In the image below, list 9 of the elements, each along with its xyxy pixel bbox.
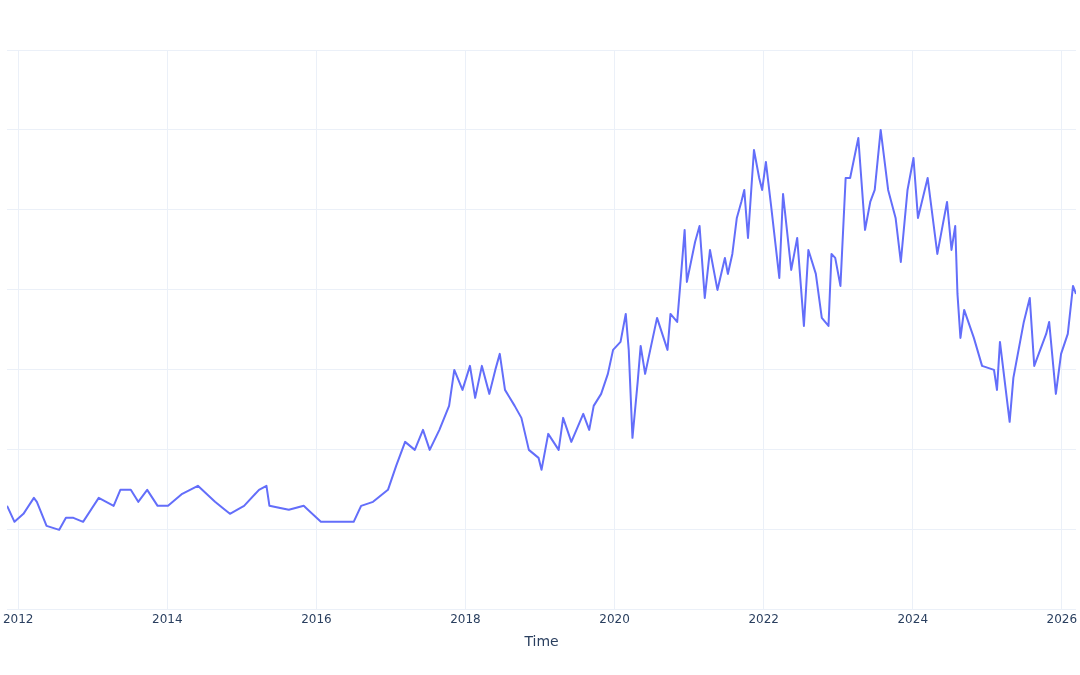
x-axis-title: Time: [523, 633, 559, 650]
x-tick-label: 2018: [450, 612, 481, 627]
x-tick-label: 2014: [152, 612, 183, 627]
x-tick-label: 2020: [599, 612, 630, 627]
x-tick-label: 2016: [301, 612, 332, 627]
x-tick-label: 2022: [748, 612, 779, 627]
x-tick-label: 2026: [1046, 612, 1078, 627]
x-tick-label: 2012: [2, 612, 34, 627]
x-tick-label: 2024: [897, 612, 929, 627]
